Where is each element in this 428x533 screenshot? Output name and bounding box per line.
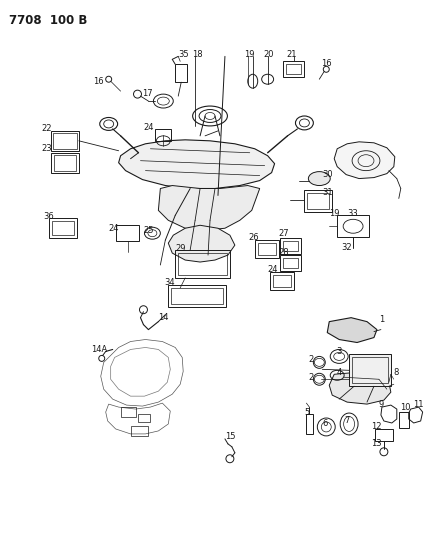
Bar <box>52 221 74 235</box>
Bar <box>337 215 369 237</box>
Bar <box>352 358 388 383</box>
Bar <box>121 407 136 417</box>
Text: 24: 24 <box>143 124 154 132</box>
Polygon shape <box>158 185 260 230</box>
Bar <box>282 258 298 268</box>
Text: 26: 26 <box>249 233 259 241</box>
Text: 6: 6 <box>322 419 328 429</box>
Text: 30: 30 <box>322 170 333 179</box>
Bar <box>279 255 301 271</box>
Text: 4: 4 <box>336 368 342 377</box>
Bar <box>131 426 149 436</box>
Text: 7708  100 B: 7708 100 B <box>9 14 88 27</box>
Bar <box>49 219 77 238</box>
Text: 14A: 14A <box>91 345 107 354</box>
Text: 12: 12 <box>371 423 381 431</box>
Polygon shape <box>119 140 275 189</box>
Text: 15: 15 <box>225 432 235 441</box>
Text: 24: 24 <box>109 224 119 233</box>
Text: 14: 14 <box>158 313 169 322</box>
Bar <box>304 190 332 212</box>
Bar <box>139 414 150 422</box>
Bar <box>175 250 230 278</box>
Bar <box>255 240 279 258</box>
Text: 36: 36 <box>43 212 54 221</box>
Bar <box>51 131 79 151</box>
Bar <box>282 61 304 77</box>
Text: 7: 7 <box>344 416 350 425</box>
Bar <box>375 429 393 441</box>
Text: 32: 32 <box>341 243 352 252</box>
Text: 35: 35 <box>178 50 189 59</box>
Text: 25: 25 <box>143 226 154 235</box>
Bar <box>349 354 391 386</box>
Text: 10: 10 <box>400 402 410 411</box>
Text: 34: 34 <box>164 278 175 287</box>
Text: 3: 3 <box>336 347 342 356</box>
Bar <box>175 64 187 82</box>
Text: 5: 5 <box>304 408 310 417</box>
Bar <box>171 288 223 304</box>
Bar <box>258 243 276 255</box>
Text: 28: 28 <box>279 248 289 256</box>
Text: 2: 2 <box>309 373 314 382</box>
Polygon shape <box>329 373 391 404</box>
Bar <box>155 129 171 141</box>
Ellipse shape <box>309 172 330 185</box>
Text: 16: 16 <box>93 77 104 86</box>
Bar <box>399 412 409 428</box>
Bar <box>285 64 301 74</box>
Bar <box>116 225 140 241</box>
Polygon shape <box>327 318 377 343</box>
Bar <box>306 414 313 434</box>
Text: 2: 2 <box>309 355 314 364</box>
Bar <box>270 272 294 290</box>
Text: 29: 29 <box>175 244 186 253</box>
Text: 18: 18 <box>192 50 203 59</box>
Bar <box>273 275 291 287</box>
Text: 11: 11 <box>413 400 423 409</box>
Text: 31: 31 <box>322 188 333 197</box>
Text: 19: 19 <box>329 209 340 218</box>
Text: 9: 9 <box>379 400 384 409</box>
Text: 20: 20 <box>264 50 274 59</box>
Bar <box>282 241 298 251</box>
Bar <box>279 238 301 254</box>
Text: 8: 8 <box>394 368 399 377</box>
Text: 16: 16 <box>321 59 332 68</box>
Text: 27: 27 <box>279 229 289 238</box>
Text: 17: 17 <box>143 88 153 98</box>
Polygon shape <box>334 142 395 179</box>
Text: 19: 19 <box>244 50 254 59</box>
Bar <box>168 285 226 306</box>
Text: 24: 24 <box>268 265 278 274</box>
Text: 22: 22 <box>41 124 52 133</box>
Bar <box>54 155 76 171</box>
Text: 13: 13 <box>371 439 382 448</box>
Bar <box>178 253 227 275</box>
Bar <box>51 153 79 173</box>
Text: 21: 21 <box>286 50 297 59</box>
Polygon shape <box>168 225 235 262</box>
Bar <box>307 193 329 209</box>
Text: 1: 1 <box>379 315 384 324</box>
Bar <box>53 133 77 149</box>
Text: 23: 23 <box>41 144 52 154</box>
Text: 33: 33 <box>347 209 358 218</box>
